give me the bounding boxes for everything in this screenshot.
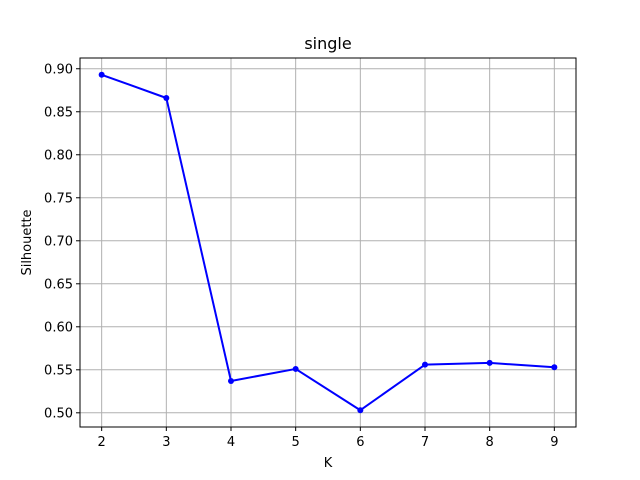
y-tick-label: 0.70 <box>44 234 73 249</box>
data-point <box>357 407 364 414</box>
data-point <box>422 361 429 368</box>
x-tick-label: 9 <box>550 435 558 450</box>
data-point <box>292 365 299 372</box>
y-tick-label: 0.60 <box>44 320 73 335</box>
data-point <box>98 71 105 78</box>
data-point <box>227 377 234 384</box>
y-tick-label: 0.90 <box>44 62 73 77</box>
data-point <box>551 364 558 371</box>
x-tick-label: 7 <box>421 435 429 450</box>
x-tick-label: 5 <box>292 435 300 450</box>
data-point <box>163 94 170 101</box>
axis-ticks: 2 3 4 5 6 7 8 9 0.50 0.55 0.60 0.65 0.70 0.75 0.80 0.85… <box>44 62 558 450</box>
y-axis-label: Silhouette <box>20 209 35 275</box>
series-line <box>101 73 555 412</box>
y-tick-label: 0.75 <box>44 191 73 206</box>
x-tick-label: 4 <box>227 435 235 450</box>
x-tick-label: 6 <box>356 435 364 450</box>
y-tick-label: 0.55 <box>44 363 73 378</box>
y-tick-label: 0.50 <box>44 406 73 421</box>
y-tick-label: 0.80 <box>44 148 73 163</box>
y-tick-label: 0.65 <box>44 277 73 292</box>
x-tick-label: 8 <box>486 435 494 450</box>
grid-lines <box>80 58 576 427</box>
data-series <box>98 71 558 414</box>
plot-frame <box>79 57 577 428</box>
x-axis-label: K <box>324 456 333 471</box>
chart-title: single <box>304 34 351 53</box>
x-tick-label: 2 <box>98 435 106 450</box>
x-tick-label: 3 <box>162 435 170 450</box>
y-tick-label: 0.85 <box>44 105 73 120</box>
data-point <box>486 359 493 366</box>
